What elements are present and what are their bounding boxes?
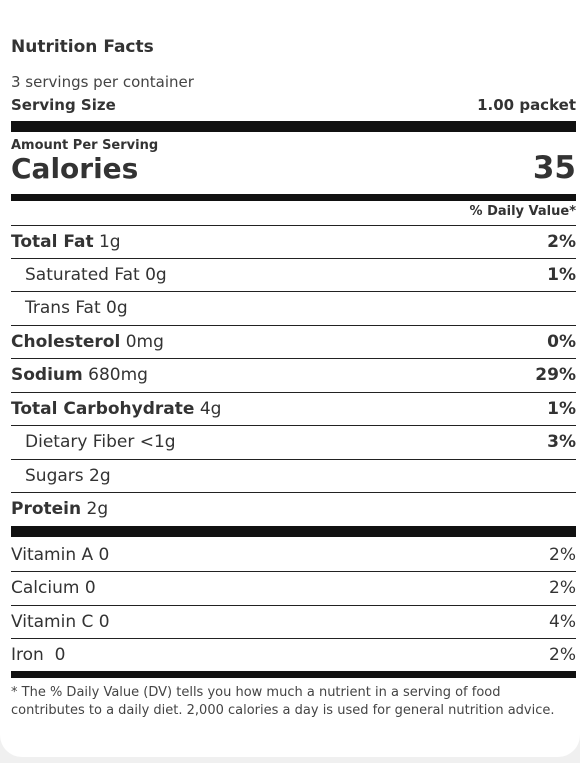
nutrient-row-trans-fat: Trans Fat 0g	[11, 291, 576, 324]
calories-value: 35	[532, 150, 576, 186]
nutrient-row-sodium: Sodium 680mg 29%	[11, 358, 576, 391]
nutrient-amount: 2g	[86, 499, 109, 519]
nutrient-dv: 29%	[535, 365, 576, 385]
label-title: Nutrition Facts	[11, 37, 154, 57]
vitamin-name: Vitamin C 0	[11, 612, 110, 632]
nutrient-name: Total Carbohydrate	[11, 399, 195, 419]
vitamin-name: Vitamin A 0	[11, 544, 110, 565]
servings-per-container: 3 servings per container	[11, 73, 194, 91]
nutrient-name: Total Fat	[11, 232, 94, 252]
nutrient-amount: 680mg	[88, 365, 148, 385]
nutrient-dv: 1%	[547, 265, 576, 285]
nutrient-row-total-carbohydrate: Total Carbohydrate 4g 1%	[11, 392, 576, 425]
nutrient-row-protein: Protein 2g	[11, 492, 576, 525]
medium-divider	[11, 194, 576, 201]
nutrient-row-total-fat: Total Fat 1g 2%	[11, 225, 576, 258]
daily-value-footnote: * The % Daily Value (DV) tells you how m…	[11, 685, 555, 718]
calories-row: Calories 35	[11, 150, 576, 186]
vitamin-row-vitamin-a: Vitamin A 0 2%	[11, 538, 576, 571]
nutrient-amount: 1g	[98, 232, 121, 252]
serving-size-label: Serving Size	[11, 96, 116, 114]
vitamin-row-iron: Iron 0 2%	[11, 638, 576, 671]
nutrient-dv: 2%	[547, 232, 576, 252]
nutrient-amount: 0g	[145, 265, 167, 285]
vitamin-row-calcium: Calcium 0 2%	[11, 571, 576, 604]
nutrient-name: Protein	[11, 499, 82, 519]
amount-per-serving: Amount Per Serving	[11, 138, 159, 153]
thick-divider	[11, 121, 576, 132]
nutrient-amount: 2g	[89, 466, 111, 486]
medium-divider	[11, 671, 576, 678]
vitamin-row-vitamin-c: Vitamin C 0 4%	[11, 605, 576, 638]
nutrient-name: Saturated Fat	[25, 265, 140, 285]
vitamin-dv: 2%	[549, 544, 576, 565]
nutrient-name: Dietary Fiber	[25, 432, 135, 452]
nutrient-row-dietary-fiber: Dietary Fiber <1g 3%	[11, 425, 576, 458]
nutrient-row-cholesterol: Cholesterol 0mg 0%	[11, 325, 576, 358]
nutrient-amount: 4g	[199, 399, 222, 419]
nutrient-name: Sodium	[11, 365, 83, 385]
nutrient-row-saturated-fat: Saturated Fat 0g 1%	[11, 258, 576, 291]
nutrient-amount: 0mg	[125, 332, 164, 352]
daily-value-header: % Daily Value*	[469, 204, 576, 219]
nutrient-name: Sugars	[25, 466, 84, 486]
nutrient-dv: 0%	[547, 332, 576, 352]
thick-divider	[11, 526, 576, 537]
serving-size-row: Serving Size 1.00 packet	[11, 96, 576, 114]
vitamin-name: Iron 0	[11, 645, 66, 665]
nutrient-amount: <1g	[139, 432, 176, 452]
nutrient-dv: 3%	[547, 432, 576, 452]
nutrient-dv: 1%	[547, 399, 576, 419]
vitamin-dv: 2%	[549, 578, 576, 598]
vitamin-dv: 2%	[549, 645, 576, 665]
calories-label: Calories	[11, 152, 139, 185]
nutrient-row-sugars: Sugars 2g	[11, 459, 576, 492]
vitamin-name: Calcium 0	[11, 578, 96, 598]
serving-size-value: 1.00 packet	[477, 96, 576, 114]
vitamin-dv: 4%	[549, 612, 576, 632]
nutrient-name: Cholesterol	[11, 332, 121, 352]
nutrient-name: Trans Fat	[25, 298, 101, 318]
nutrient-amount: 0g	[106, 298, 128, 318]
